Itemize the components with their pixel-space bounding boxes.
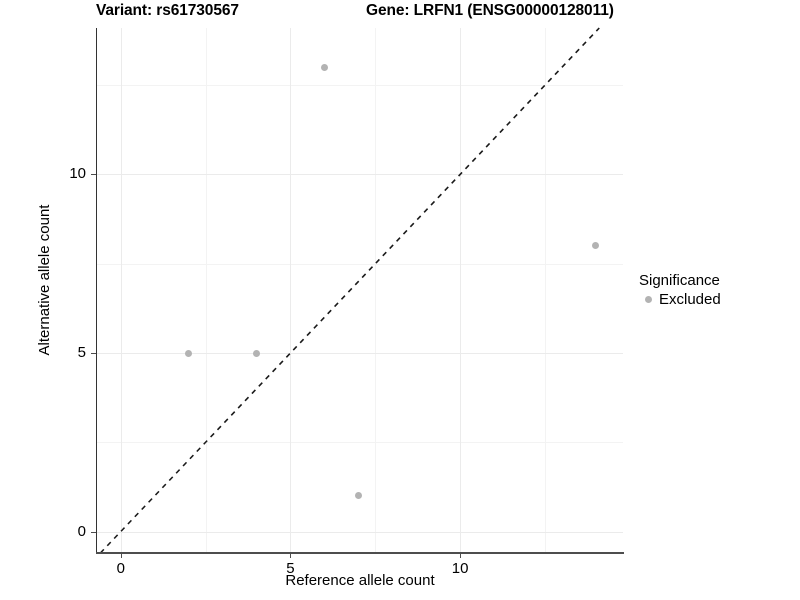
gridline-horizontal-major xyxy=(97,531,623,533)
plot-panel xyxy=(97,27,623,554)
legend: Significance Excluded xyxy=(639,272,721,308)
data-point xyxy=(592,242,600,250)
x-axis-tick xyxy=(460,553,462,558)
gridline-vertical-minor xyxy=(544,28,546,553)
gridline-vertical-major xyxy=(290,28,292,553)
gridline-vertical-major xyxy=(460,28,462,553)
identity-reference-line xyxy=(99,27,600,554)
x-axis-line xyxy=(96,552,624,554)
gridline-horizontal-major xyxy=(97,174,623,176)
y-axis-tick-label: 5 xyxy=(77,344,86,361)
x-axis-tick xyxy=(290,553,292,558)
y-axis-tick xyxy=(91,531,96,533)
legend-title: Significance xyxy=(639,272,720,289)
gridline-horizontal-minor xyxy=(97,263,623,265)
variant-title: Variant: rs61730567 xyxy=(96,2,239,19)
data-point xyxy=(354,492,362,500)
y-axis-tick-label: 0 xyxy=(77,522,86,540)
y-axis-label: Alternative allele count xyxy=(36,204,53,356)
legend-item[interactable]: Excluded xyxy=(639,290,721,308)
x-axis-tick xyxy=(120,553,122,558)
gridline-horizontal-minor xyxy=(97,442,623,444)
x-axis-tick-label: 0 xyxy=(116,560,125,577)
gene-title: Gene: LRFN1 (ENSG00000128011) xyxy=(366,2,614,19)
gridline-vertical-minor xyxy=(205,28,207,553)
x-axis-label: Reference allele count xyxy=(285,572,435,589)
gridline-vertical-major xyxy=(120,28,122,553)
y-axis-tick xyxy=(91,353,96,354)
data-point xyxy=(252,349,260,357)
legend-item-label: Excluded xyxy=(659,290,721,308)
legend-dot-icon xyxy=(644,295,652,303)
gridline-horizontal-minor xyxy=(97,85,623,87)
x-axis-tick-label: 10 xyxy=(451,560,469,577)
gridline-vertical-minor xyxy=(375,28,377,553)
y-axis-tick-label: 10 xyxy=(69,165,86,183)
data-point xyxy=(320,63,328,71)
x-axis-tick-label: 5 xyxy=(286,560,295,577)
legend-items: Excluded xyxy=(639,290,721,308)
gridline-horizontal-major xyxy=(97,353,623,354)
data-point xyxy=(185,349,193,357)
chart-title-row: Variant: rs61730567 Gene: LRFN1 (ENSG000… xyxy=(0,2,800,24)
y-axis-tick xyxy=(91,174,96,176)
legend-key-icon xyxy=(639,290,657,308)
y-axis-line xyxy=(96,28,98,554)
